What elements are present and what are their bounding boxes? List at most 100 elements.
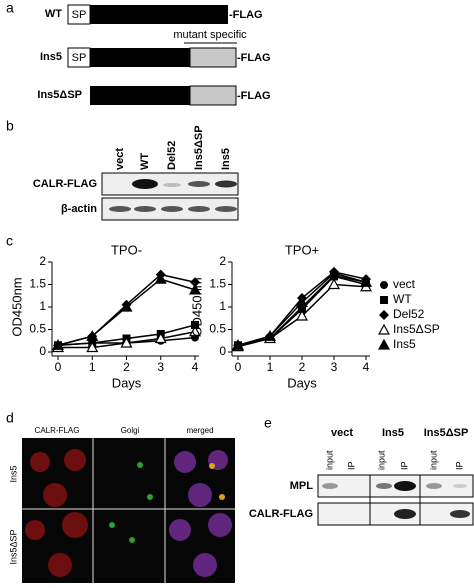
construct-name: WT [45,8,62,20]
lane-label: input [324,450,334,470]
marker [188,283,202,295]
lane-label: vect [114,148,126,170]
construct-name: Ins5 [40,51,62,63]
row-label: Ins5 [8,465,18,482]
marker [120,336,133,348]
marker [86,341,99,353]
marker [86,330,99,341]
group-label: Ins5 [382,427,404,439]
sp-box [67,47,91,68]
band [394,509,416,519]
legend-marker [379,310,389,320]
nucleus [30,452,50,472]
legend-label: vect [393,277,416,291]
band [450,510,470,518]
nucleus [174,451,196,473]
marker [327,278,341,290]
y-axis-label: OD450nm [189,277,204,336]
band [109,206,131,212]
lane-label: input [376,450,386,470]
golgi [147,494,153,500]
band [215,206,237,212]
band [188,206,210,212]
band [394,481,416,491]
micrographs [22,438,235,583]
nucleus [208,513,232,537]
nucleus [188,483,212,507]
flag-label: -FLAG [237,52,271,64]
marker [295,309,309,321]
annotation: mutant specific [173,29,247,41]
x-tick-label: 4 [192,360,199,374]
construct-bar [90,86,190,105]
legend-label: WT [393,292,412,306]
marker [154,272,167,284]
panel-label: c [6,233,13,249]
mutant-region [189,85,237,106]
marker [298,305,306,314]
panel-label: d [6,410,14,426]
lane-label: input [428,450,438,470]
nucleus [62,512,88,538]
construct-bar [68,5,228,24]
marker [231,339,245,350]
legend-marker [377,338,391,350]
band [453,484,467,488]
golgi [109,522,115,528]
band [134,206,156,212]
row-label: Ins5ΔSP [8,529,18,564]
flag-label: -FLAG [237,90,271,102]
x-tick-label: 1 [267,360,274,374]
y-tick-label: 0.5 [209,322,226,336]
chart-title: TPO- [111,242,142,257]
lane-label: Del52 [166,141,178,170]
x-tick-label: 2 [299,360,306,374]
band [188,181,210,187]
x-tick-label: 4 [363,360,370,374]
nucleus [193,553,217,577]
x-tick-label: 0 [55,360,62,374]
row-label: CALR-FLAG [249,508,313,520]
x-axis-label: Days [287,375,317,390]
y-tick-label: 0 [219,344,226,358]
lane-label: IP [454,461,464,470]
golgi [209,463,215,469]
legend-label: Ins5 [393,337,416,351]
marker [263,330,277,341]
marker [295,296,309,308]
y-tick-label: 0.5 [29,322,46,336]
x-tick-label: 3 [331,360,338,374]
legend-label: Ins5ΔSP [393,322,440,336]
band [215,180,237,188]
mutant-region [189,47,237,68]
y-tick-label: 1.5 [29,277,46,291]
flag-label: -FLAG [229,9,263,21]
column-label: merged [186,426,213,435]
column-label: CALR-FLAG [35,426,80,435]
golgi [219,494,225,500]
y-tick-label: 2 [219,254,226,268]
marker [154,332,167,344]
legend-marker [380,296,388,304]
lane-label: WT [139,153,151,170]
lane-label: IP [346,461,356,470]
golgi [129,537,135,543]
sp-label: SP [72,52,87,64]
marker [188,325,202,337]
panel-label: e [264,415,272,431]
nucleus [48,553,72,577]
marker [120,300,133,312]
group-label: Ins5ΔSP [424,427,469,439]
nucleus [43,483,67,507]
y-tick-label: 0 [39,344,46,358]
band [322,483,338,489]
chart-title: TPO+ [285,242,319,257]
marker [359,276,373,287]
row-label: β-actin [61,203,97,215]
y-tick-label: 1 [39,299,46,313]
marker [327,267,341,278]
band [161,206,183,212]
x-tick-label: 1 [89,360,96,374]
